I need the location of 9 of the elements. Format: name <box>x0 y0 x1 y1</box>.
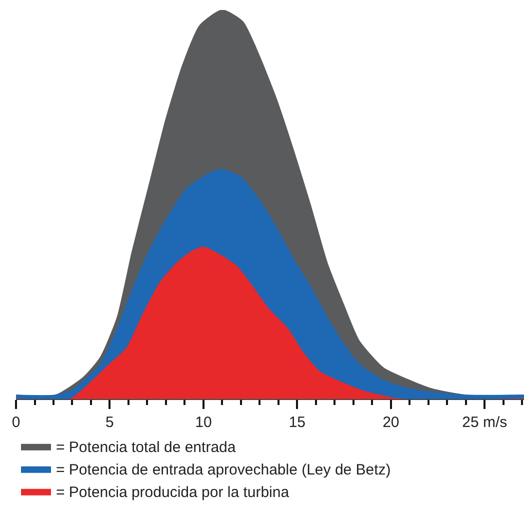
x-tick-label: 10 <box>195 414 212 431</box>
legend-label: = Potencia total de entrada <box>56 439 236 456</box>
x-tick-label: 5 <box>106 414 114 431</box>
x-tick-label: 25 m/s <box>462 414 508 431</box>
x-tick-label: 15 <box>288 414 306 431</box>
x-tick-label: 0 <box>12 414 20 431</box>
legend-label: = Potencia producida por la turbina <box>56 484 290 502</box>
x-tick-label: 20 <box>382 414 400 431</box>
legend-label: = Potencia de entrada aprovechable (Ley de Betz) <box>56 462 391 479</box>
